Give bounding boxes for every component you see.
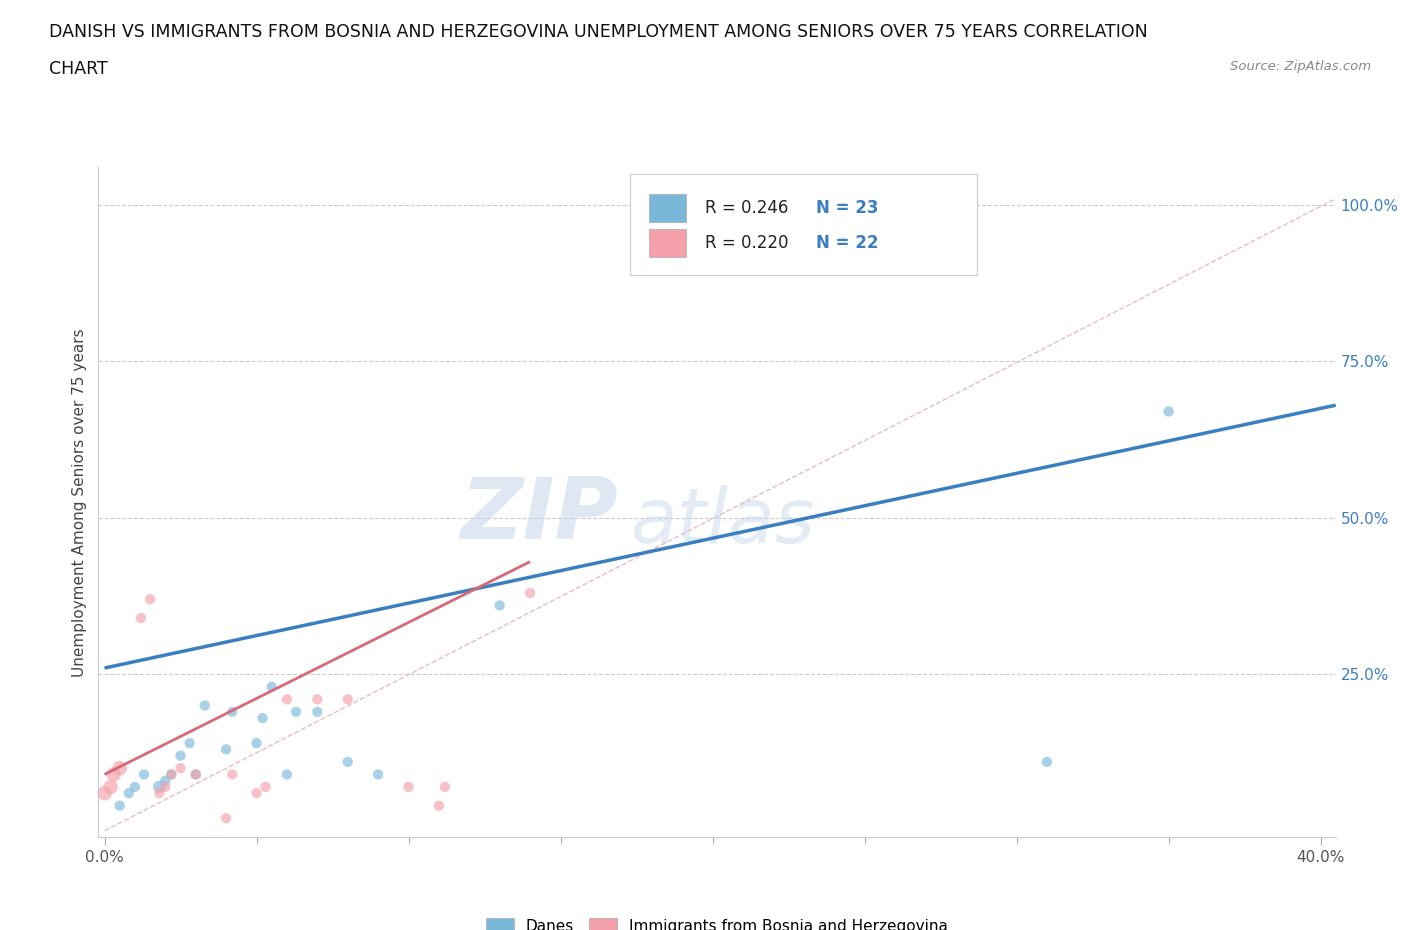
Text: Source: ZipAtlas.com: Source: ZipAtlas.com [1230, 60, 1371, 73]
Point [398, 779, 420, 794]
Point [132, 767, 155, 782]
Point [254, 779, 277, 794]
Point [336, 692, 359, 707]
Point [139, 591, 162, 606]
Point [307, 704, 329, 719]
Point [160, 767, 183, 782]
Point [433, 779, 456, 794]
Text: atlas: atlas [630, 485, 815, 559]
Point [148, 779, 170, 794]
Point [179, 736, 201, 751]
Point [252, 711, 274, 725]
Point [762, 197, 785, 212]
Point [169, 761, 191, 776]
Point [686, 197, 709, 212]
Point [686, 197, 709, 212]
Point [215, 742, 238, 757]
Point [519, 586, 541, 601]
Point [1036, 754, 1059, 769]
Point [148, 786, 170, 801]
Point [276, 767, 298, 782]
Point [108, 761, 131, 776]
Point [215, 811, 238, 826]
FancyBboxPatch shape [630, 174, 977, 274]
Point [124, 779, 146, 794]
Text: R = 0.220: R = 0.220 [704, 234, 789, 252]
Point [1157, 404, 1180, 418]
Point [427, 798, 450, 813]
Point [336, 754, 359, 769]
Point [160, 767, 183, 782]
Text: CHART: CHART [49, 60, 108, 78]
Point [276, 692, 298, 707]
Point [221, 767, 243, 782]
Point [488, 598, 510, 613]
Point [307, 692, 329, 707]
Point [367, 767, 389, 782]
Text: ZIP: ZIP [460, 474, 619, 557]
Point [221, 704, 243, 719]
Y-axis label: Unemployment Among Seniors over 75 years: Unemployment Among Seniors over 75 years [72, 328, 87, 676]
Point [100, 779, 122, 794]
FancyBboxPatch shape [650, 229, 686, 257]
Text: R = 0.246: R = 0.246 [704, 199, 787, 217]
Point [245, 786, 267, 801]
Point [129, 610, 152, 625]
Point [184, 767, 207, 782]
Point [93, 786, 115, 801]
Point [260, 680, 283, 695]
Point [155, 779, 177, 794]
FancyBboxPatch shape [650, 193, 686, 221]
Point [184, 767, 207, 782]
Point [108, 798, 131, 813]
Point [103, 767, 125, 782]
Point [285, 704, 308, 719]
Point [194, 698, 217, 713]
Point [155, 773, 177, 788]
Legend: Danes, Immigrants from Bosnia and Herzegovina: Danes, Immigrants from Bosnia and Herzeg… [479, 911, 955, 930]
Text: DANISH VS IMMIGRANTS FROM BOSNIA AND HERZEGOVINA UNEMPLOYMENT AMONG SENIORS OVER: DANISH VS IMMIGRANTS FROM BOSNIA AND HER… [49, 23, 1147, 41]
Text: N = 23: N = 23 [815, 199, 879, 217]
Point [245, 736, 267, 751]
Point [686, 197, 709, 212]
Point [118, 786, 141, 801]
Text: N = 22: N = 22 [815, 234, 879, 252]
Point [169, 749, 191, 764]
